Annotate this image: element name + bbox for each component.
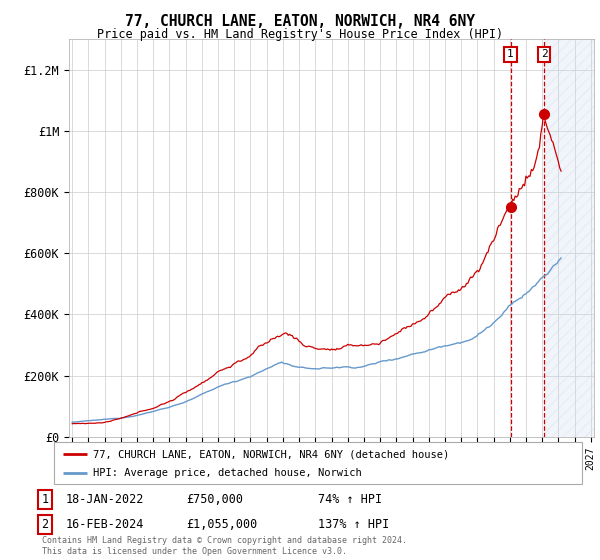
Bar xyxy=(544,39,596,437)
Text: 74% ↑ HPI: 74% ↑ HPI xyxy=(318,493,382,506)
Text: 2: 2 xyxy=(541,49,547,59)
Text: Contains HM Land Registry data © Crown copyright and database right 2024.
This d: Contains HM Land Registry data © Crown c… xyxy=(42,536,407,556)
Text: 77, CHURCH LANE, EATON, NORWICH, NR4 6NY (detached house): 77, CHURCH LANE, EATON, NORWICH, NR4 6NY… xyxy=(93,449,449,459)
Text: 16-FEB-2024: 16-FEB-2024 xyxy=(66,518,145,531)
Text: Price paid vs. HM Land Registry's House Price Index (HPI): Price paid vs. HM Land Registry's House … xyxy=(97,28,503,41)
Text: 1: 1 xyxy=(41,493,49,506)
Text: 77, CHURCH LANE, EATON, NORWICH, NR4 6NY: 77, CHURCH LANE, EATON, NORWICH, NR4 6NY xyxy=(125,14,475,29)
Text: 1: 1 xyxy=(507,49,514,59)
Text: 2: 2 xyxy=(41,518,49,531)
Text: £750,000: £750,000 xyxy=(186,493,243,506)
Text: 137% ↑ HPI: 137% ↑ HPI xyxy=(318,518,389,531)
Text: 18-JAN-2022: 18-JAN-2022 xyxy=(66,493,145,506)
Text: £1,055,000: £1,055,000 xyxy=(186,518,257,531)
Text: HPI: Average price, detached house, Norwich: HPI: Average price, detached house, Norw… xyxy=(93,468,362,478)
